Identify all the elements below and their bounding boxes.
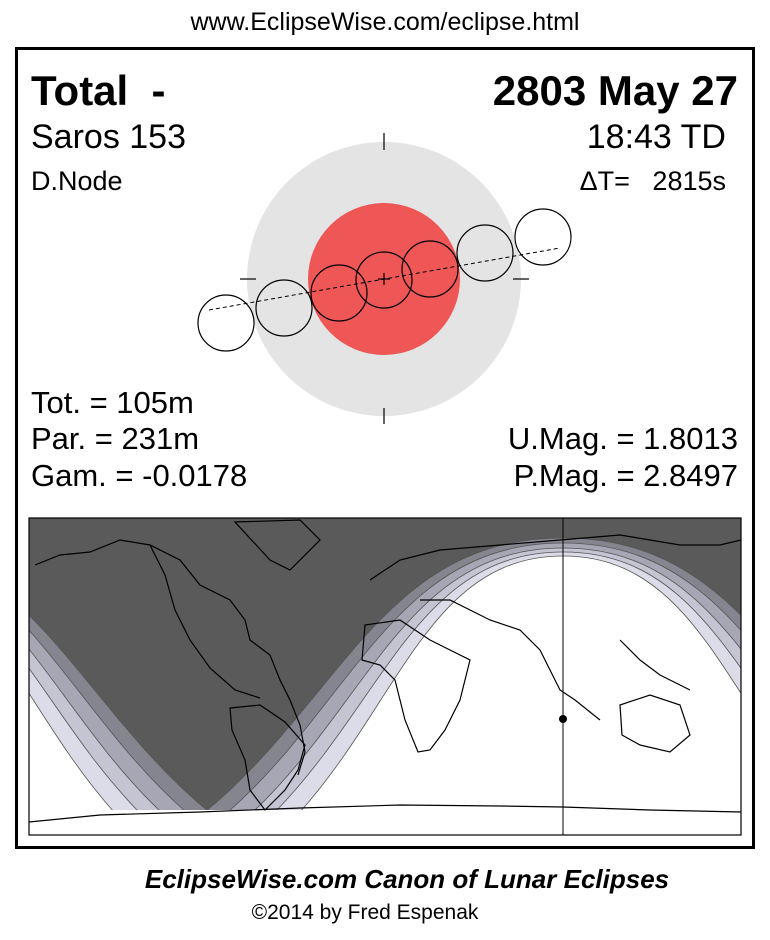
moon-positions: [197, 208, 572, 352]
umbral-magnitude: U.Mag. = 1.8013: [507, 421, 738, 456]
map-border: [28, 517, 742, 836]
antarctica-outline: [29, 804, 741, 823]
eclipse-time: 18:43 TD: [586, 118, 726, 156]
penumbral-magnitude: P.Mag. = 2.8497: [513, 458, 738, 493]
eclipse-panel-frame: [15, 47, 755, 849]
partial-duration: Par. = 231m: [31, 421, 200, 456]
total-duration: Tot. = 105m: [31, 385, 194, 420]
sublunar-point-marker: [559, 715, 567, 723]
moon-disc: [355, 251, 413, 309]
footer-copyright: ©2014 by Fred Espenak: [251, 901, 479, 924]
visibility-band: [29, 692, 115, 813]
saros-number: Saros 153: [31, 118, 186, 156]
site-url: www.EclipseWise.com/eclipse.html: [190, 8, 580, 36]
moon-disc: [197, 294, 255, 352]
lunar-node: D.Node: [31, 166, 123, 196]
north-america-outline: [34, 539, 306, 776]
moon-disc: [514, 208, 572, 266]
moon-disc: [401, 240, 459, 298]
eclipse-date: 2803 May 27: [492, 67, 738, 114]
south-america-outline: [229, 704, 306, 811]
eclipse-type: Total -: [31, 67, 166, 114]
footer-title: EclipseWise.com Canon of Lunar Eclipses: [144, 864, 670, 894]
visibility-map: [28, 517, 742, 836]
moon-disc: [456, 224, 514, 282]
coastlines: [29, 519, 741, 823]
delta-t: ΔT= 2815s: [579, 166, 726, 196]
moon-disc: [255, 279, 313, 337]
gamma-value: Gam. = -0.0178: [31, 458, 248, 493]
moon-path-line: [208, 247, 561, 311]
shadow-diagram: [197, 133, 572, 424]
moon-disc: [310, 264, 368, 322]
eurasia-outline: [369, 534, 741, 721]
greenland-outline: [233, 519, 321, 571]
africa-outline: [361, 619, 471, 753]
australia-outline: [619, 694, 691, 753]
